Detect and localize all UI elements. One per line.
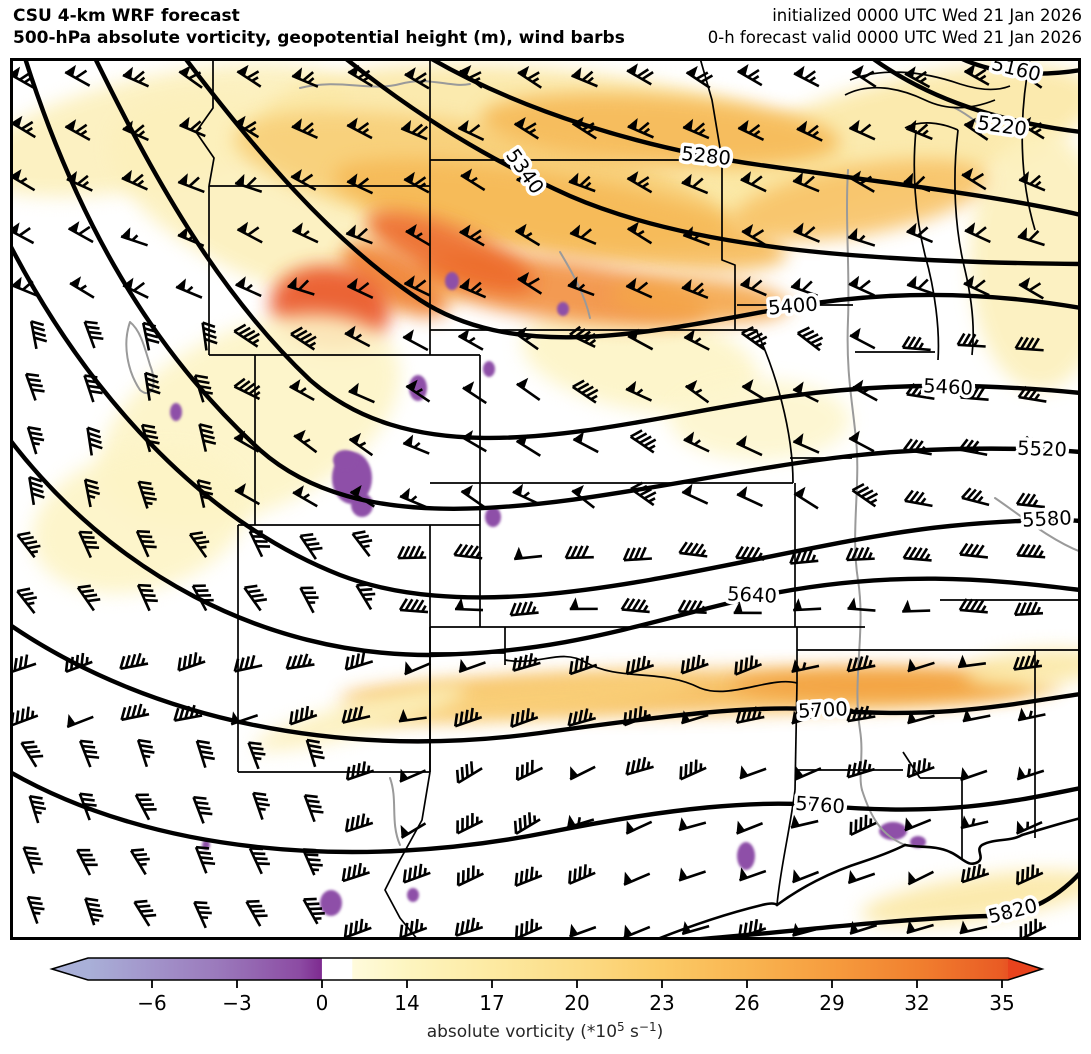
- init-time: initialized 0000 UTC Wed 21 Jan 2026: [772, 6, 1082, 25]
- forecast-map: 5160522052805340540054605520558056405700…: [10, 58, 1081, 940]
- svg-text:5580: 5580: [1022, 506, 1073, 532]
- svg-text:5640: 5640: [727, 582, 778, 608]
- svg-text:23: 23: [649, 991, 674, 1015]
- svg-text:−3: −3: [222, 991, 251, 1015]
- time-block: initialized 0000 UTC Wed 21 Jan 2026 0-h…: [708, 5, 1082, 49]
- svg-text:35: 35: [989, 991, 1014, 1015]
- svg-text:−6: −6: [137, 991, 166, 1015]
- valid-time: 0-h forecast valid 0000 UTC Wed 21 Jan 2…: [707, 28, 1082, 47]
- svg-text:5700: 5700: [798, 697, 849, 723]
- svg-text:29: 29: [819, 991, 844, 1015]
- map-frame: [10, 58, 1081, 940]
- title-block: CSU 4-km WRF forecast 500-hPa absolute v…: [13, 5, 625, 49]
- svg-text:5520: 5520: [1017, 437, 1067, 462]
- colorbar-axis-label: absolute vorticity (*105 s−1): [427, 1020, 664, 1042]
- colorbar-ticks: −6 −3 0 14 17 20 23 26 29 32 35: [137, 980, 1015, 1015]
- svg-text:5460: 5460: [923, 374, 974, 400]
- svg-text:14: 14: [394, 991, 419, 1015]
- negative-vorticity-shading: [170, 272, 926, 916]
- svg-text:0: 0: [316, 991, 329, 1015]
- coastline: [653, 816, 1081, 940]
- svg-text:26: 26: [734, 991, 759, 1015]
- title-line-2: 500-hPa absolute vorticity, geopotential…: [13, 28, 625, 48]
- colorbar: −6 −3 0 14 17 20 23 26 29 32 35 absolute vorticity…: [49, 957, 1045, 1042]
- svg-text:5760: 5760: [795, 792, 846, 818]
- title-line-1: CSU 4-km WRF forecast: [13, 6, 240, 26]
- wind-barbs: [10, 63, 1047, 940]
- svg-text:32: 32: [904, 991, 929, 1015]
- svg-text:20: 20: [564, 991, 589, 1015]
- colorbar-bar: [49, 957, 1045, 981]
- svg-text:17: 17: [479, 991, 504, 1015]
- svg-text:5400: 5400: [767, 292, 818, 319]
- vorticity-shading: [10, 63, 1081, 926]
